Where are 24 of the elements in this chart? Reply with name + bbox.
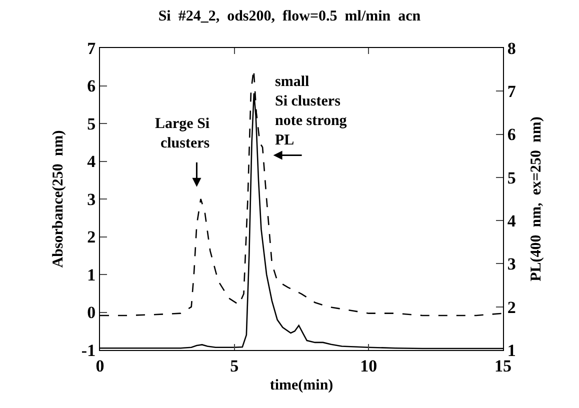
y-tick-label: 2 — [87, 228, 96, 247]
y2-tick-label: 3 — [507, 254, 516, 274]
y-tick-label: 5 — [87, 114, 96, 134]
y2-axis-title: PL(400 nm, ex=250 nm) — [528, 116, 544, 282]
x-tick-label: 5 — [230, 356, 239, 376]
annotation: small Si clusters note strong PL — [275, 74, 348, 148]
y2-tick-label: 7 — [507, 82, 516, 102]
y-tick-label: 4 — [87, 152, 96, 172]
x-axis-title: time(min) — [270, 377, 334, 394]
annotation: Large Si clusters — [155, 116, 210, 152]
y-tick-label: 7 — [87, 38, 96, 58]
y2-tick-label: 2 — [507, 298, 516, 317]
chart-title: Si #24_2, ods200, flow=0.5 ml/min acn — [158, 8, 422, 25]
y2-tick-label: 8 — [507, 38, 516, 58]
y2-tick-label: 5 — [507, 168, 516, 188]
y-tick-label: -1 — [81, 340, 96, 360]
y2-tick-label: 4 — [507, 212, 516, 231]
y-tick-label: 0 — [87, 303, 96, 322]
y-tick-label: 1 — [87, 265, 96, 284]
y-tick-label: 6 — [87, 76, 96, 96]
y-axis-title: Absorbance(250 nm) — [50, 130, 67, 268]
y-tick-label: 3 — [87, 190, 96, 209]
x-tick-label: 10 — [360, 356, 378, 376]
y2-tick-label: 6 — [507, 125, 516, 144]
